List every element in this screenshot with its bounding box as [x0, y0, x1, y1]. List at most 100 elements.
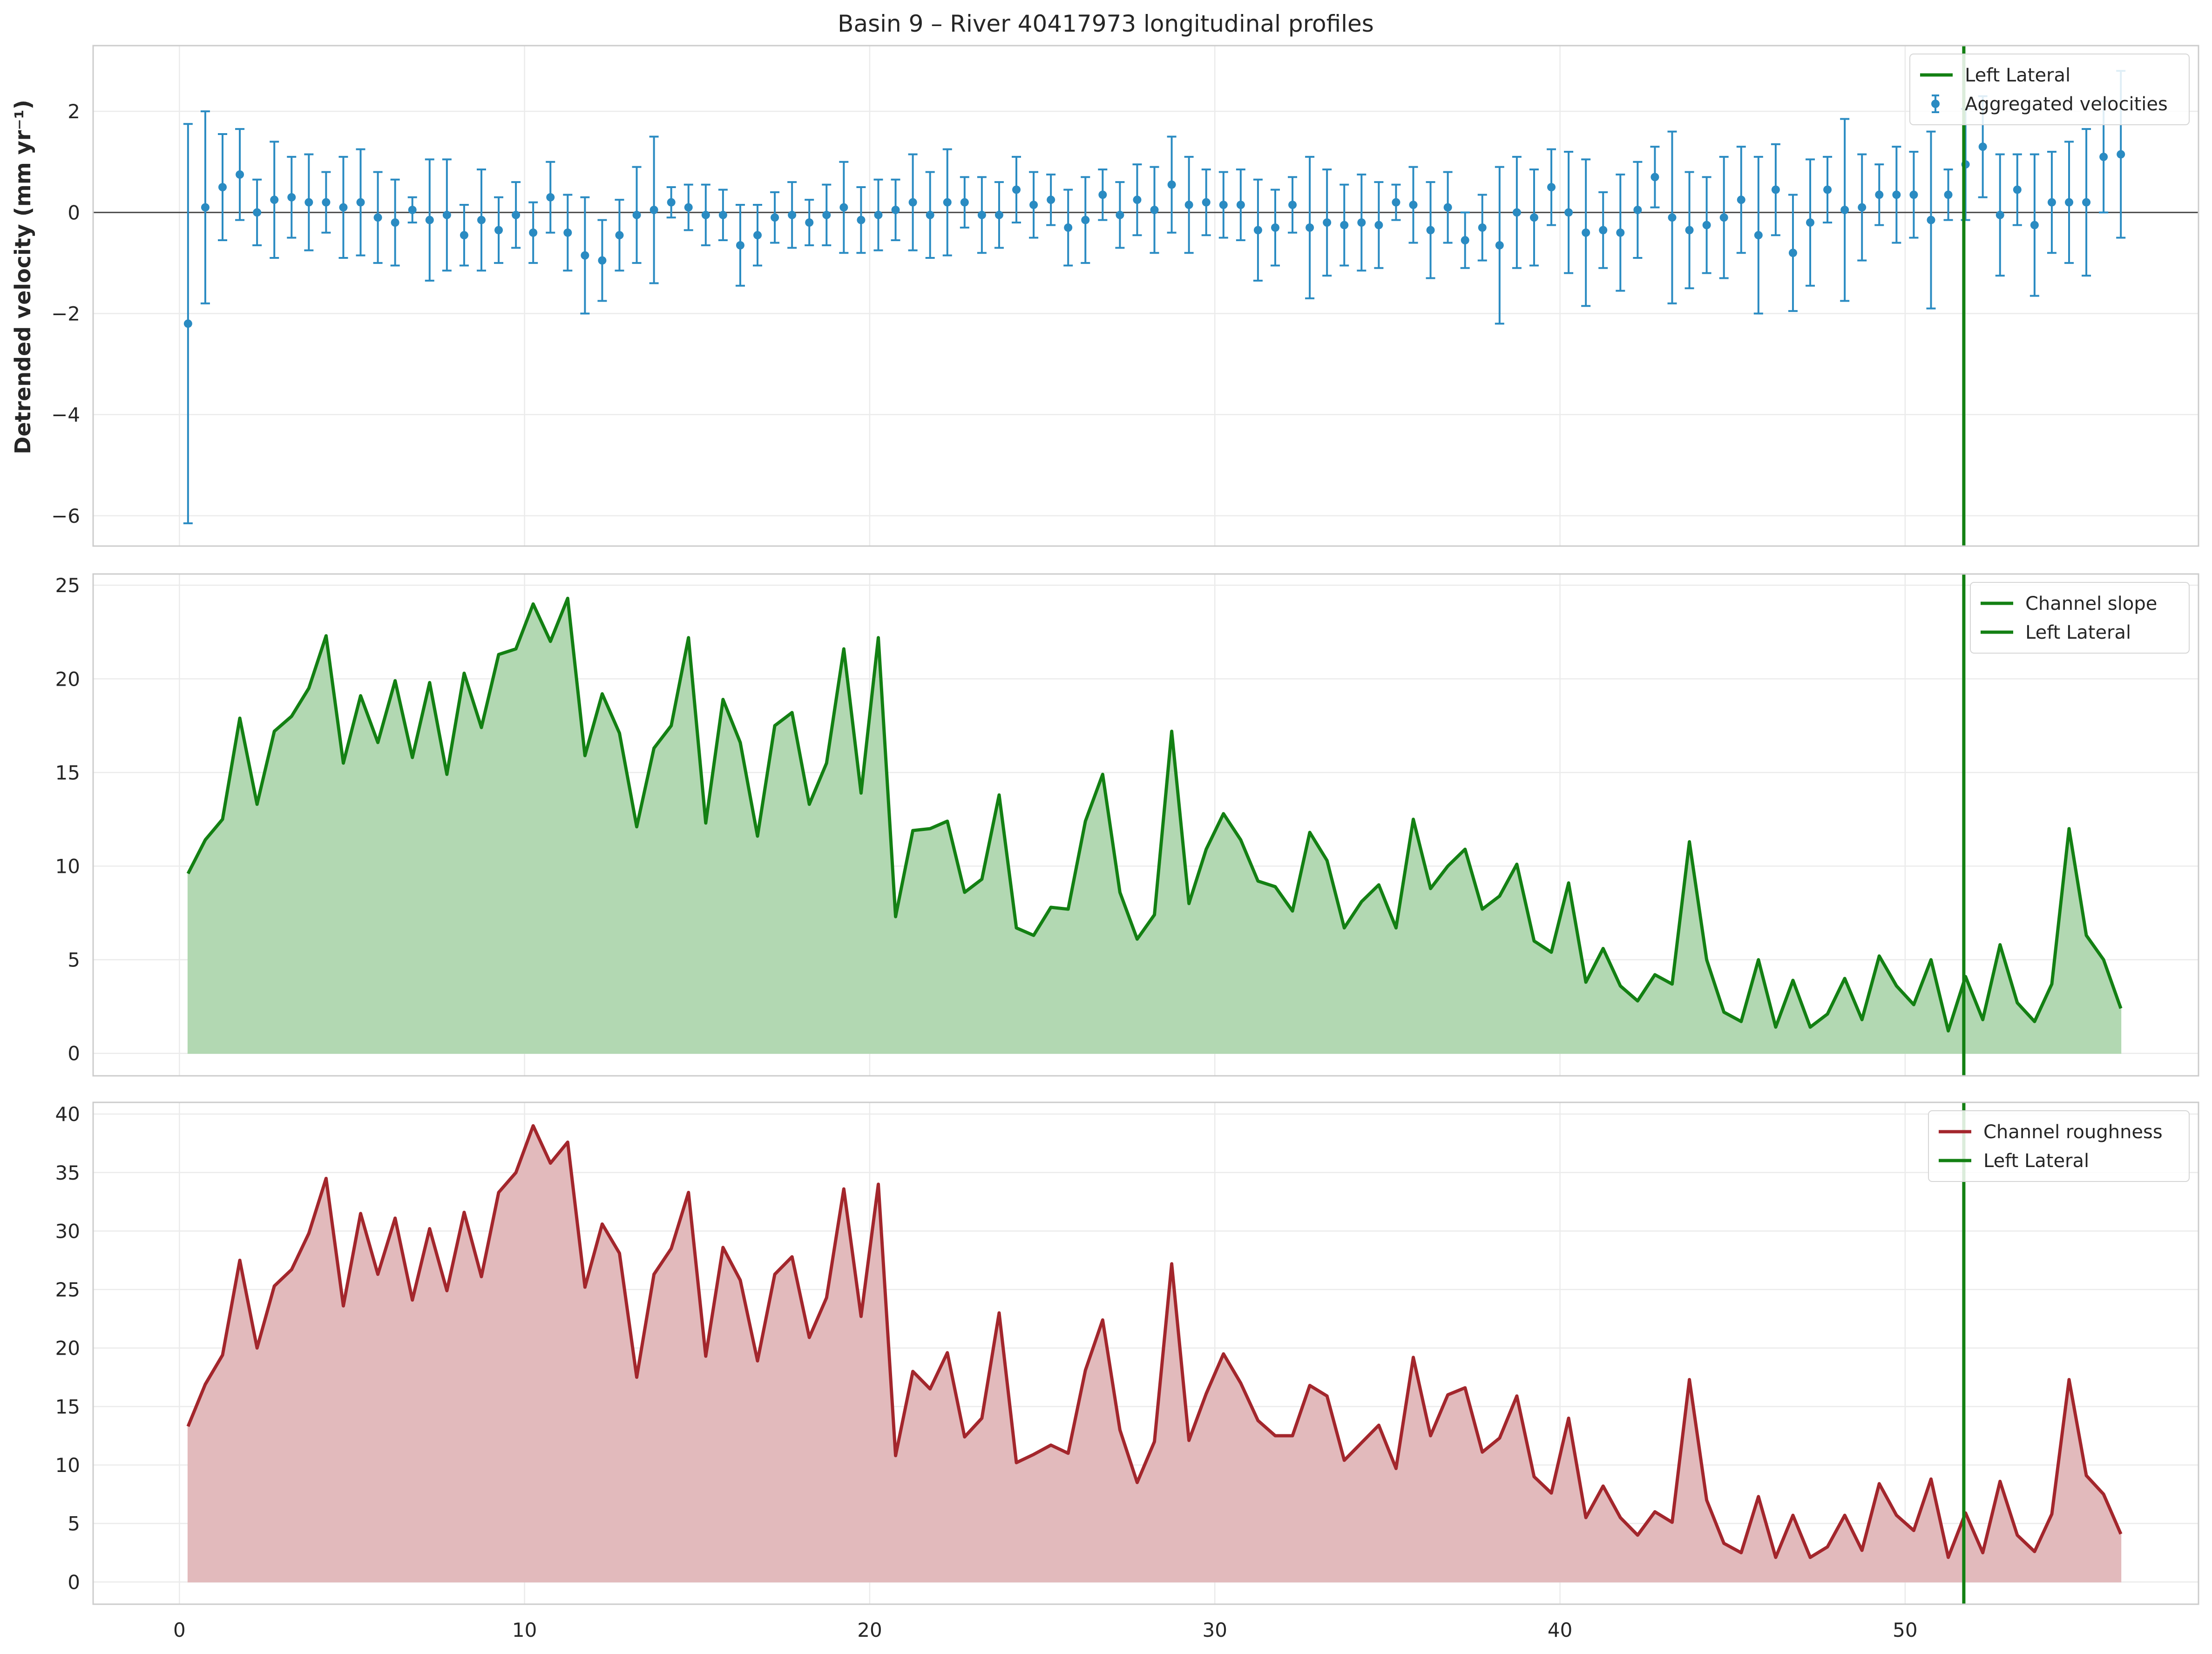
- area-fill: [187, 598, 2122, 1054]
- data-point: [1236, 201, 1245, 209]
- y-tick-label: 10: [55, 855, 80, 878]
- data-point: [356, 198, 365, 207]
- data-point: [684, 203, 693, 212]
- data-point: [598, 256, 607, 265]
- data-point: [2013, 185, 2022, 194]
- y-tick-label: 25: [55, 574, 80, 597]
- data-point: [908, 198, 917, 207]
- data-point: [1858, 203, 1867, 212]
- data-point: [1944, 190, 1953, 199]
- data-point: [1582, 228, 1590, 237]
- y-tick-label: 40: [55, 1103, 80, 1126]
- y-tick-label: 5: [68, 1512, 80, 1535]
- y-tick-label: 20: [55, 668, 80, 690]
- data-point: [1564, 208, 1573, 217]
- legend-label: Left Lateral: [2025, 622, 2131, 643]
- data-point: [1461, 236, 1469, 245]
- data-point: [1374, 221, 1383, 230]
- data-point: [1047, 196, 1055, 204]
- data-point: [1219, 201, 1228, 209]
- data-point: [1357, 218, 1366, 227]
- legend-box: [1928, 1110, 2190, 1182]
- y-tick-label: 0: [68, 1571, 80, 1593]
- data-point: [2099, 152, 2108, 161]
- data-point: [891, 205, 900, 214]
- data-point: [322, 198, 331, 207]
- data-point: [1323, 218, 1332, 227]
- data-point: [2117, 150, 2125, 159]
- data-point: [2047, 198, 2056, 207]
- data-point: [1702, 221, 1711, 230]
- velocity-panel: −6 −4 −2 0 2 Left Lateral Aggregated velocitie…: [51, 45, 2199, 547]
- data-point: [1771, 185, 1780, 194]
- data-point: [1098, 190, 1107, 199]
- data-point: [1167, 180, 1176, 189]
- data-point: [1064, 223, 1073, 232]
- data-point: [1288, 201, 1297, 209]
- data-point: [1754, 231, 1763, 240]
- data-point: [373, 213, 382, 222]
- data-point: [1409, 201, 1418, 209]
- data-point: [494, 226, 503, 235]
- data-point: [201, 203, 210, 212]
- data-point: [1996, 210, 2004, 219]
- data-point: [218, 183, 227, 192]
- data-point: [977, 210, 986, 219]
- data-point: [615, 231, 624, 240]
- series-line: [186, 1124, 2123, 1559]
- data-point: [287, 193, 296, 202]
- figure-title: Basin 9 – River 40417973 longitudinal pr…: [838, 10, 1374, 37]
- data-point: [581, 251, 589, 260]
- data-point: [2065, 198, 2074, 207]
- data-point: [1392, 198, 1400, 207]
- data-point: [857, 216, 866, 224]
- y-tick-label: 10: [55, 1454, 80, 1477]
- data-point: [1081, 216, 1090, 224]
- data-point: [1840, 205, 1849, 214]
- data-point: [546, 193, 555, 202]
- data-point: [839, 203, 848, 212]
- series-line: [186, 596, 2123, 1033]
- data-point: [1340, 221, 1349, 230]
- data-point: [1806, 218, 1815, 227]
- legend-marker-swatch: [1931, 100, 1940, 108]
- data-point: [339, 203, 348, 212]
- data-point: [391, 218, 399, 227]
- data-point: [1202, 198, 1211, 207]
- y-tick-label: 0: [68, 201, 80, 224]
- data-point: [771, 213, 779, 222]
- legend-label: Left Lateral: [1965, 65, 2070, 86]
- data-point: [1253, 226, 1262, 235]
- data-point: [1426, 226, 1435, 235]
- y-tick-label: 35: [55, 1161, 80, 1184]
- x-tick-label: 0: [173, 1619, 186, 1641]
- y-axis-label: Detrended velocity (mm yr⁻¹): [10, 100, 35, 454]
- x-tick-label: 10: [512, 1619, 537, 1641]
- data-point: [1616, 228, 1625, 237]
- y-tick-label: 0: [68, 1042, 80, 1065]
- data-point: [1892, 190, 1901, 199]
- y-tick-label: 25: [55, 1278, 80, 1301]
- data-point: [667, 198, 676, 207]
- data-point: [1909, 190, 1918, 199]
- data-point: [270, 196, 279, 204]
- x-tick-label: 20: [857, 1619, 882, 1641]
- legend-label: Channel slope: [2025, 593, 2157, 614]
- data-point: [460, 231, 468, 240]
- data-point: [1978, 142, 1987, 151]
- data-point: [943, 198, 952, 207]
- data-point: [960, 198, 969, 207]
- y-tick-label: −6: [51, 505, 80, 527]
- data-point: [442, 210, 451, 219]
- data-point: [1512, 208, 1521, 217]
- data-point: [236, 170, 244, 179]
- legend-box: [1909, 54, 2190, 125]
- data-point: [1150, 205, 1159, 214]
- data-point: [874, 210, 883, 219]
- data-point: [183, 319, 192, 328]
- axes-frame: [92, 1101, 2199, 1605]
- data-point: [1495, 241, 1504, 250]
- y-tick-label: −4: [51, 404, 80, 426]
- data-point: [1133, 196, 1142, 204]
